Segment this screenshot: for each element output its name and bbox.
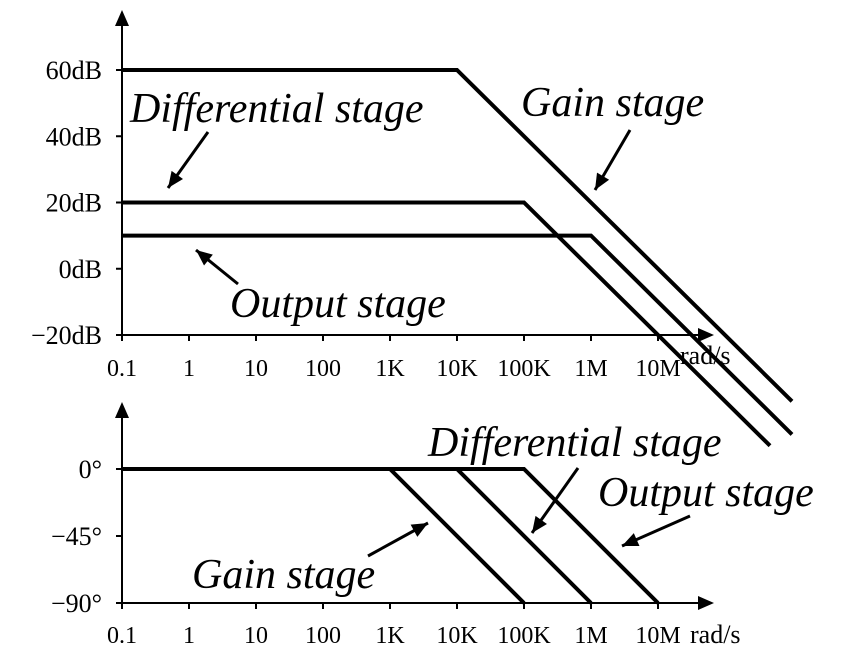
- x-tick-label: 1: [183, 623, 195, 649]
- x-tick-label: 10M: [635, 356, 680, 382]
- annotation-arrow-gain-top-head-icon: [595, 172, 610, 190]
- annotation-gain-stage-bottom: Gain stage: [192, 552, 375, 598]
- x-tick-label: 100: [305, 623, 341, 649]
- y-axis-arrow-icon: [115, 10, 129, 26]
- annotation-output-stage-bottom: Output stage: [598, 470, 814, 516]
- annotation-differential-stage-bottom: Differential stage: [427, 420, 722, 466]
- annotation-arrow-output-bottom-head-icon: [622, 533, 640, 546]
- y-axis-arrow-icon: [115, 402, 129, 418]
- annotation-differential-stage-top: Differential stage: [129, 86, 424, 132]
- y-tick-label: −90°: [51, 589, 102, 618]
- x-tick-label: 100K: [497, 623, 551, 649]
- annotation-arrow-differential-top-head-icon: [168, 170, 183, 188]
- x-tick-label: 1M: [574, 356, 607, 382]
- x-tick-label: 10K: [436, 356, 478, 382]
- x-tick-label: 100K: [497, 356, 551, 382]
- y-tick-label: −20dB: [31, 321, 102, 350]
- annotation-arrow-gain-bottom-head-icon: [410, 523, 428, 537]
- y-tick-label: 0dB: [59, 255, 102, 284]
- annotation-arrow-differential-bottom-head-icon: [532, 515, 547, 533]
- annotation-output-stage-top: Output stage: [230, 281, 446, 327]
- x-tick-label: 10: [244, 623, 268, 649]
- series-line-output-stage: [122, 233, 794, 436]
- x-tick-label: 0.1: [107, 356, 137, 382]
- y-tick-label: 40dB: [46, 122, 102, 151]
- y-tick-label: 0°: [79, 455, 102, 484]
- x-tick-label: 1K: [375, 356, 405, 382]
- series-line-differential-stage: [122, 200, 772, 448]
- y-tick-label: −45°: [51, 522, 102, 551]
- x-tick-label: 100: [305, 356, 341, 382]
- x-tick-label: 0.1: [107, 623, 137, 649]
- x-tick-label: 10K: [436, 623, 478, 649]
- x-tick-label: 1K: [375, 623, 405, 649]
- series-line-gain-stage: [122, 68, 794, 403]
- annotation-gain-stage-top: Gain stage: [521, 80, 704, 126]
- x-axis-arrow-icon: [698, 596, 714, 610]
- y-tick-label: 20dB: [46, 189, 102, 218]
- x-tick-label: 1: [183, 356, 195, 382]
- annotation-arrow-output-top-head-icon: [196, 250, 213, 266]
- x-axis-arrow-icon: [698, 328, 714, 342]
- series-line-output-stage: [122, 467, 660, 605]
- x-tick-label: 10M: [635, 623, 680, 649]
- x-tick-label: 1M: [574, 623, 607, 649]
- x-tick-label: 10: [244, 356, 268, 382]
- y-tick-label: 60dB: [46, 56, 102, 85]
- x-axis-unit: rad/s: [690, 620, 741, 649]
